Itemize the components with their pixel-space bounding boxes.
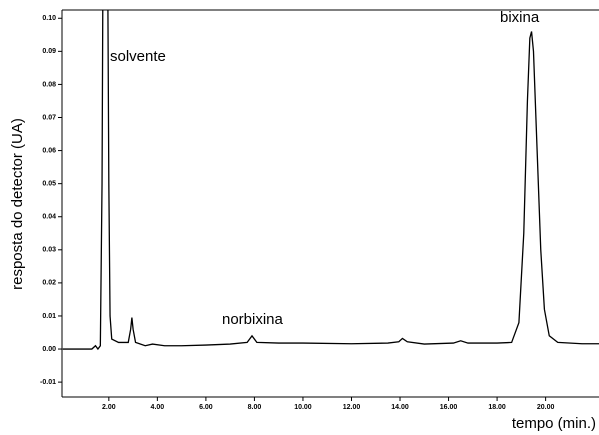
x-tick-label: 12.00 bbox=[343, 404, 361, 411]
x-tick-label: 10.00 bbox=[294, 404, 312, 411]
y-tick-label: 0.03 bbox=[42, 247, 56, 254]
x-tick-label: 8.00 bbox=[248, 404, 262, 411]
y-tick-label: 0.09 bbox=[42, 48, 56, 55]
y-tick-label: 0.00 bbox=[42, 346, 56, 353]
peak-annotation: bixina bbox=[500, 9, 540, 26]
x-axis-label: tempo (min.) bbox=[512, 415, 596, 432]
y-tick-label: 0.07 bbox=[42, 114, 56, 121]
y-axis-label: resposta do detector (UA) bbox=[9, 118, 26, 290]
x-tick-label: 20.00 bbox=[537, 404, 555, 411]
y-tick-label: 0.02 bbox=[42, 280, 56, 287]
plot-area bbox=[62, 10, 599, 351]
peak-annotation: norbixina bbox=[222, 311, 284, 328]
peak-annotation: solvente bbox=[110, 48, 166, 65]
x-tick-label: 18.00 bbox=[488, 404, 506, 411]
y-tick-label: 0.08 bbox=[42, 81, 56, 88]
y-tick-label: -0.01 bbox=[40, 379, 56, 386]
x-tick-label: 14.00 bbox=[391, 404, 409, 411]
y-tick-label: 0.06 bbox=[42, 147, 56, 154]
y-tick-label: 0.04 bbox=[42, 214, 56, 221]
y-tick-label: 0.05 bbox=[42, 180, 56, 187]
x-tick-label: 2.00 bbox=[102, 404, 116, 411]
y-tick-label: 0.10 bbox=[42, 15, 56, 22]
x-tick-label: 4.00 bbox=[151, 404, 165, 411]
chromatogram-line bbox=[62, 10, 599, 351]
y-tick-label: 0.01 bbox=[42, 313, 56, 320]
x-tick-label: 6.00 bbox=[199, 404, 213, 411]
x-tick-label: 16.00 bbox=[440, 404, 458, 411]
